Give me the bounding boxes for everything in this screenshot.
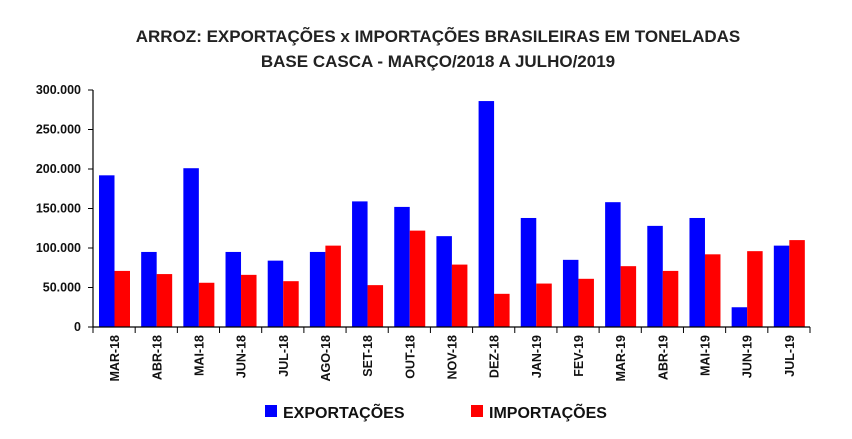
bar-exportacoes-nov-18 xyxy=(436,236,452,327)
bar-importacoes-dez-18 xyxy=(494,293,510,327)
bar-exportacoes-jul-19 xyxy=(773,245,790,327)
bar-exportacoes-jun-18 xyxy=(225,251,242,327)
bar-exportacoes-mar-18 xyxy=(99,175,115,327)
x-tick-label: MAR-18 xyxy=(108,335,122,382)
x-tick-label: MAI-19 xyxy=(699,335,713,376)
bar-exportacoes-jan-19 xyxy=(520,217,537,327)
bar-importacoes-set-18 xyxy=(367,285,384,327)
x-tick-label: AGO-18 xyxy=(319,335,333,382)
y-tick-label: 0 xyxy=(74,320,81,334)
bar-importacoes-ago-18 xyxy=(325,245,341,327)
bar-exportacoes-mai-19 xyxy=(689,217,705,327)
chart-title: ARROZ: EXPORTAÇÕES x IMPORTAÇÕES BRASILE… xyxy=(136,26,741,46)
x-tick-label: DEZ-18 xyxy=(488,335,502,378)
y-axis: 0 50.000 100.000 150.000 200.000 250.000 300.0… xyxy=(36,83,94,334)
y-tick-label: 300.000 xyxy=(36,83,81,97)
x-tick-label: MAR-19 xyxy=(614,335,628,382)
bar-importacoes-jul-18 xyxy=(283,281,299,327)
bar-exportacoes-dez-18 xyxy=(478,101,495,327)
legend-label-exportacoes: EXPORTAÇÕES xyxy=(283,402,405,422)
bars xyxy=(99,101,805,327)
x-tick-label: JAN-19 xyxy=(530,335,544,378)
chart-subtitle: BASE CASCA - MARÇO/2018 A JULHO/2019 xyxy=(261,52,615,71)
bar-exportacoes-set-18 xyxy=(352,201,368,327)
bar-importacoes-jan-19 xyxy=(536,283,552,327)
bar-importacoes-jul-19 xyxy=(789,240,805,327)
bar-exportacoes-mai-18 xyxy=(183,168,199,327)
bar-importacoes-mar-18 xyxy=(114,270,130,327)
bar-importacoes-jun-18 xyxy=(241,274,257,327)
x-tick-label: NOV-18 xyxy=(446,335,460,380)
bar-exportacoes-ago-18 xyxy=(309,251,326,327)
x-tick-label: JUN-18 xyxy=(235,335,249,378)
x-tick-label: FEV-19 xyxy=(572,335,586,377)
x-tick-label: JUL-19 xyxy=(783,335,797,377)
legend-label-importacoes: IMPORTAÇÕES xyxy=(489,402,607,422)
bar-importacoes-jun-19 xyxy=(747,251,763,327)
x-tick-label: JUN-19 xyxy=(741,335,755,378)
y-tick-label: 150.000 xyxy=(36,202,81,216)
x-tick-label: MAI-18 xyxy=(192,335,206,376)
bar-importacoes-nov-18 xyxy=(451,264,468,327)
y-tick-label: 100.000 xyxy=(36,241,81,255)
bar-importacoes-mar-19 xyxy=(620,266,637,327)
bar-exportacoes-abr-18 xyxy=(141,251,157,327)
bar-importacoes-out-18 xyxy=(409,230,426,327)
x-tick-label: ABR-18 xyxy=(150,335,164,380)
bar-exportacoes-out-18 xyxy=(394,206,410,327)
legend-swatch-importacoes xyxy=(471,405,483,417)
bar-exportacoes-jul-18 xyxy=(267,260,284,327)
bar-exportacoes-abr-19 xyxy=(647,225,663,327)
y-tick-label: 200.000 xyxy=(36,162,81,176)
bar-importacoes-mai-18 xyxy=(198,282,215,327)
x-tick-label: OUT-18 xyxy=(403,335,417,379)
bar-importacoes-abr-18 xyxy=(156,274,173,327)
bar-exportacoes-jun-19 xyxy=(731,307,748,327)
bar-exportacoes-mar-19 xyxy=(605,202,621,327)
bar-importacoes-mai-19 xyxy=(704,254,721,327)
x-tick-label: SET-18 xyxy=(361,335,375,377)
bar-importacoes-fev-19 xyxy=(578,278,594,327)
legend-swatch-exportacoes xyxy=(265,405,277,417)
y-tick-label: 50.000 xyxy=(43,281,81,295)
x-axis: MAR-18 ABR-18 MAI-18 JUN-18 JUL-18 AGO-18 SET-… xyxy=(92,326,811,382)
y-tick-label: 250.000 xyxy=(36,123,81,137)
bar-importacoes-abr-19 xyxy=(662,270,679,327)
x-tick-label: JUL-18 xyxy=(277,335,291,377)
legend: EXPORTAÇÕES IMPORTAÇÕES xyxy=(265,402,607,422)
x-tick-label: ABR-19 xyxy=(656,335,670,380)
bar-exportacoes-fev-19 xyxy=(562,259,579,327)
